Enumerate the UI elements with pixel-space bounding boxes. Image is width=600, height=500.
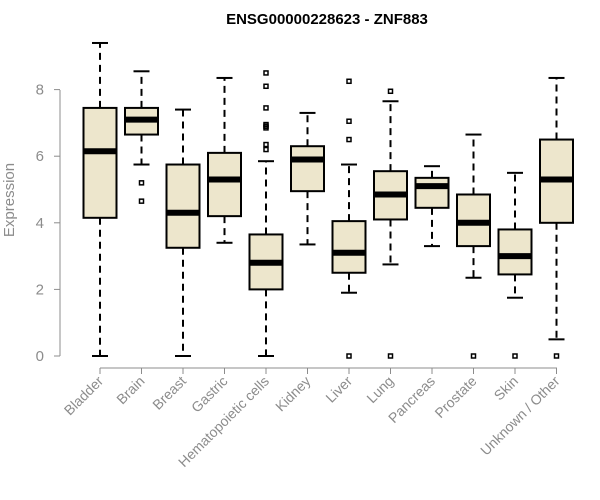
category-label: Skin — [491, 373, 522, 404]
x-axis-ticks — [99, 368, 557, 374]
box-group — [82, 41, 574, 359]
category-label: Prostate — [431, 373, 479, 421]
box-kidney — [290, 111, 325, 246]
box-prostate — [456, 133, 491, 359]
outlier-point — [263, 141, 269, 148]
box-brain — [124, 70, 159, 204]
box-hematopoietic-cells — [248, 70, 284, 357]
box-gastric — [207, 76, 242, 244]
box-bladder — [82, 41, 118, 357]
outlier-point — [263, 105, 269, 111]
box-iqr — [497, 228, 533, 276]
y-tick-label: 0 — [36, 348, 44, 365]
category-label: Liver — [322, 373, 355, 406]
outlier-point — [263, 70, 269, 76]
outlier-point — [138, 198, 145, 204]
box-skin — [497, 171, 533, 359]
y-tick-label: 2 — [36, 281, 44, 298]
category-label: Lung — [363, 373, 396, 406]
box-iqr — [290, 145, 325, 193]
outlier-point — [512, 353, 518, 359]
outlier-point — [263, 146, 269, 153]
outlier-point — [346, 136, 352, 143]
outlier-point — [346, 353, 352, 359]
category-label: Breast — [149, 373, 189, 413]
outlier-point — [346, 78, 352, 85]
y-tick-label: 6 — [36, 148, 44, 165]
box-breast — [165, 108, 201, 357]
chart-title: ENSG00000228623 - ZNF883 — [226, 11, 428, 28]
outlier-point — [263, 125, 269, 131]
y-axis-label: Expression — [1, 163, 18, 237]
outlier-point — [470, 353, 477, 359]
box-unknown-other — [539, 76, 574, 359]
y-tick-label: 8 — [36, 82, 44, 99]
outlier-point — [553, 353, 560, 359]
y-tick-label: 4 — [36, 215, 44, 232]
y-axis-ticks: 0 2 4 6 8 — [36, 82, 60, 365]
category-label: Brain — [113, 373, 147, 407]
outlier-point — [387, 353, 394, 359]
outlier-point — [263, 83, 269, 90]
box-iqr — [207, 151, 242, 218]
category-label: Kidney — [272, 373, 314, 415]
box-iqr — [414, 176, 450, 209]
outlier-point — [138, 180, 145, 186]
outlier-point — [387, 88, 394, 95]
box-liver — [331, 78, 367, 359]
outlier-point — [346, 118, 352, 124]
box-lung — [373, 88, 408, 359]
box-iqr — [331, 220, 367, 274]
category-label: Bladder — [61, 373, 107, 419]
category-label: Unknown / Other — [477, 373, 563, 459]
box-iqr — [165, 163, 201, 249]
box-iqr — [82, 106, 118, 219]
box-pancreas — [414, 165, 450, 248]
